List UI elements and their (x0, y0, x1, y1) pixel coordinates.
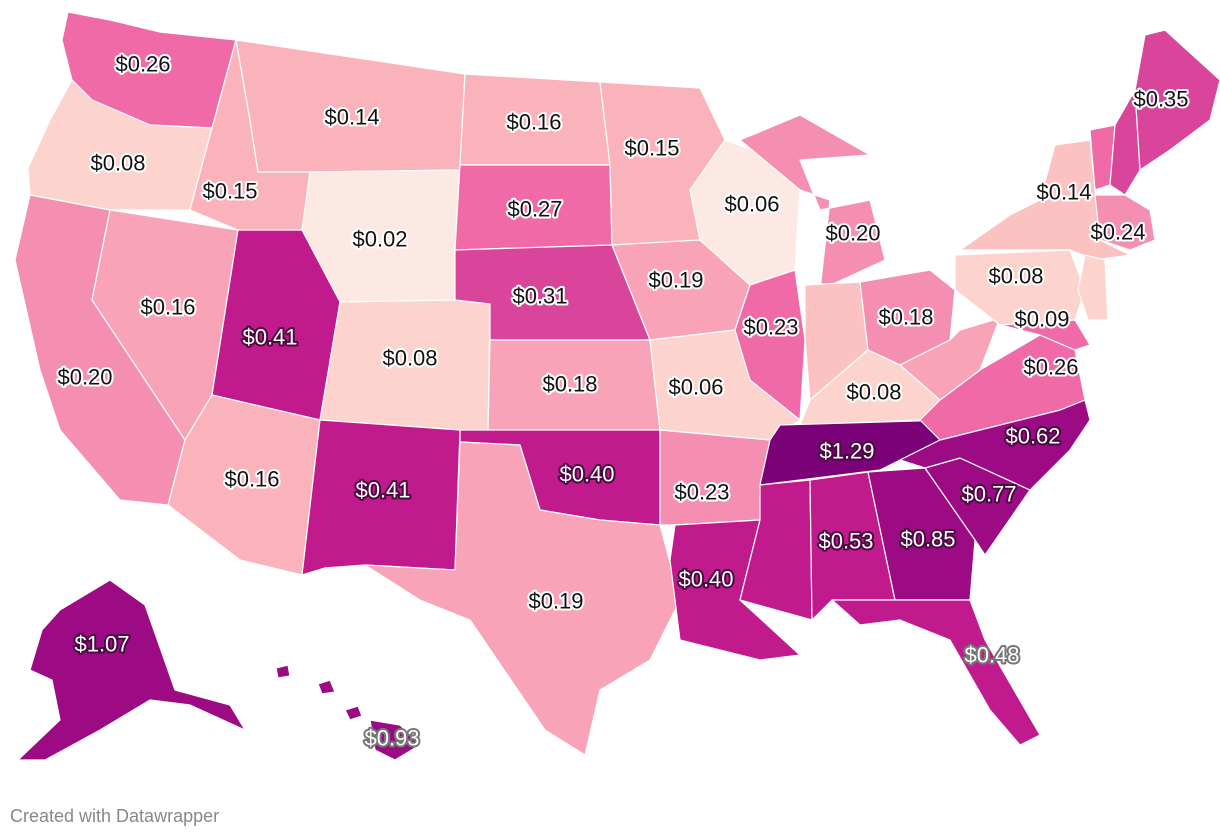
label-LA: $0.40 (678, 567, 733, 592)
state-HI[interactable] (369, 719, 421, 761)
state-IL[interactable] (734, 269, 806, 421)
us-choropleth-map: $0.26 $0.08 $0.20 $0.16 $0.15 $0.14 $0.0… (14, 11, 1220, 761)
state-WV[interactable] (899, 317, 1001, 401)
label-NC: $0.62 (1005, 424, 1060, 449)
state-AK[interactable] (17, 579, 246, 761)
label-TX: $0.19 (528, 589, 583, 614)
label-WI: $0.06 (724, 192, 779, 217)
label-GA: $0.85 (900, 527, 955, 552)
state-NH[interactable] (1109, 89, 1141, 196)
label-CA: $0.20 (57, 365, 112, 390)
label-OH: $0.18 (878, 305, 933, 330)
label-UT: $0.41 (242, 325, 297, 350)
label-AZ: $0.16 (224, 467, 279, 492)
state-NJ[interactable] (1077, 254, 1109, 321)
labels-layer: $0.26 $0.08 $0.20 $0.16 $0.15 $0.14 $0.0… (55, 50, 1190, 753)
label-WA: $0.26 (115, 52, 170, 77)
label-TN: $1.29 (819, 439, 874, 464)
label-ME: $0.35 (1133, 87, 1188, 112)
label-ND: $0.16 (506, 110, 561, 135)
state-HI-oahu (317, 679, 336, 695)
states-layer (14, 11, 1220, 761)
label-KS: $0.18 (542, 372, 597, 397)
label-CO: $0.08 (382, 346, 437, 371)
state-MA[interactable] (1094, 194, 1156, 251)
label-HI: $0.93 (364, 726, 419, 751)
state-ME[interactable] (1134, 29, 1220, 171)
label-SC: $0.77 (961, 482, 1016, 507)
label-WY: $0.02 (352, 227, 407, 252)
label-IL: $0.23 (743, 315, 798, 340)
label-PA: $0.08 (988, 264, 1043, 289)
label-MT: $0.14 (324, 105, 379, 130)
label-NE: $0.31 (512, 284, 567, 309)
label-ID: $0.15 (202, 179, 257, 204)
state-GA[interactable] (867, 467, 976, 601)
state-HI-maui (344, 705, 363, 721)
label-NY: $0.14 (1036, 180, 1091, 205)
label-AK: $1.07 (74, 632, 129, 657)
label-MO: $0.06 (668, 375, 723, 400)
label-NM: $0.41 (355, 478, 410, 503)
label-AL: $0.53 (818, 529, 873, 554)
label-IA: $0.19 (648, 268, 703, 293)
state-TX[interactable] (364, 441, 681, 756)
label-MN: $0.15 (624, 136, 679, 161)
label-SD: $0.27 (507, 197, 562, 222)
label-MA: $0.24 (1090, 220, 1145, 245)
state-MD[interactable] (999, 319, 1091, 351)
state-FL[interactable] (831, 599, 1041, 746)
state-WI[interactable] (689, 139, 801, 286)
label-AR: $0.23 (674, 480, 729, 505)
state-AR[interactable] (659, 429, 771, 526)
label-KY: $0.08 (846, 380, 901, 405)
label-FL: $0.48 (964, 643, 1019, 668)
label-VA: $0.26 (1023, 355, 1078, 380)
state-MI[interactable] (739, 114, 886, 291)
state-MS[interactable] (739, 479, 813, 621)
credit-text: Created with Datawrapper (10, 806, 220, 826)
label-MI: $0.20 (825, 221, 880, 246)
label-OR: $0.08 (90, 151, 145, 176)
label-OK: $0.40 (559, 462, 614, 487)
state-HI-kauai (275, 664, 291, 679)
label-NV: $0.16 (140, 295, 195, 320)
label-NJ: $0.09 (1014, 307, 1069, 332)
